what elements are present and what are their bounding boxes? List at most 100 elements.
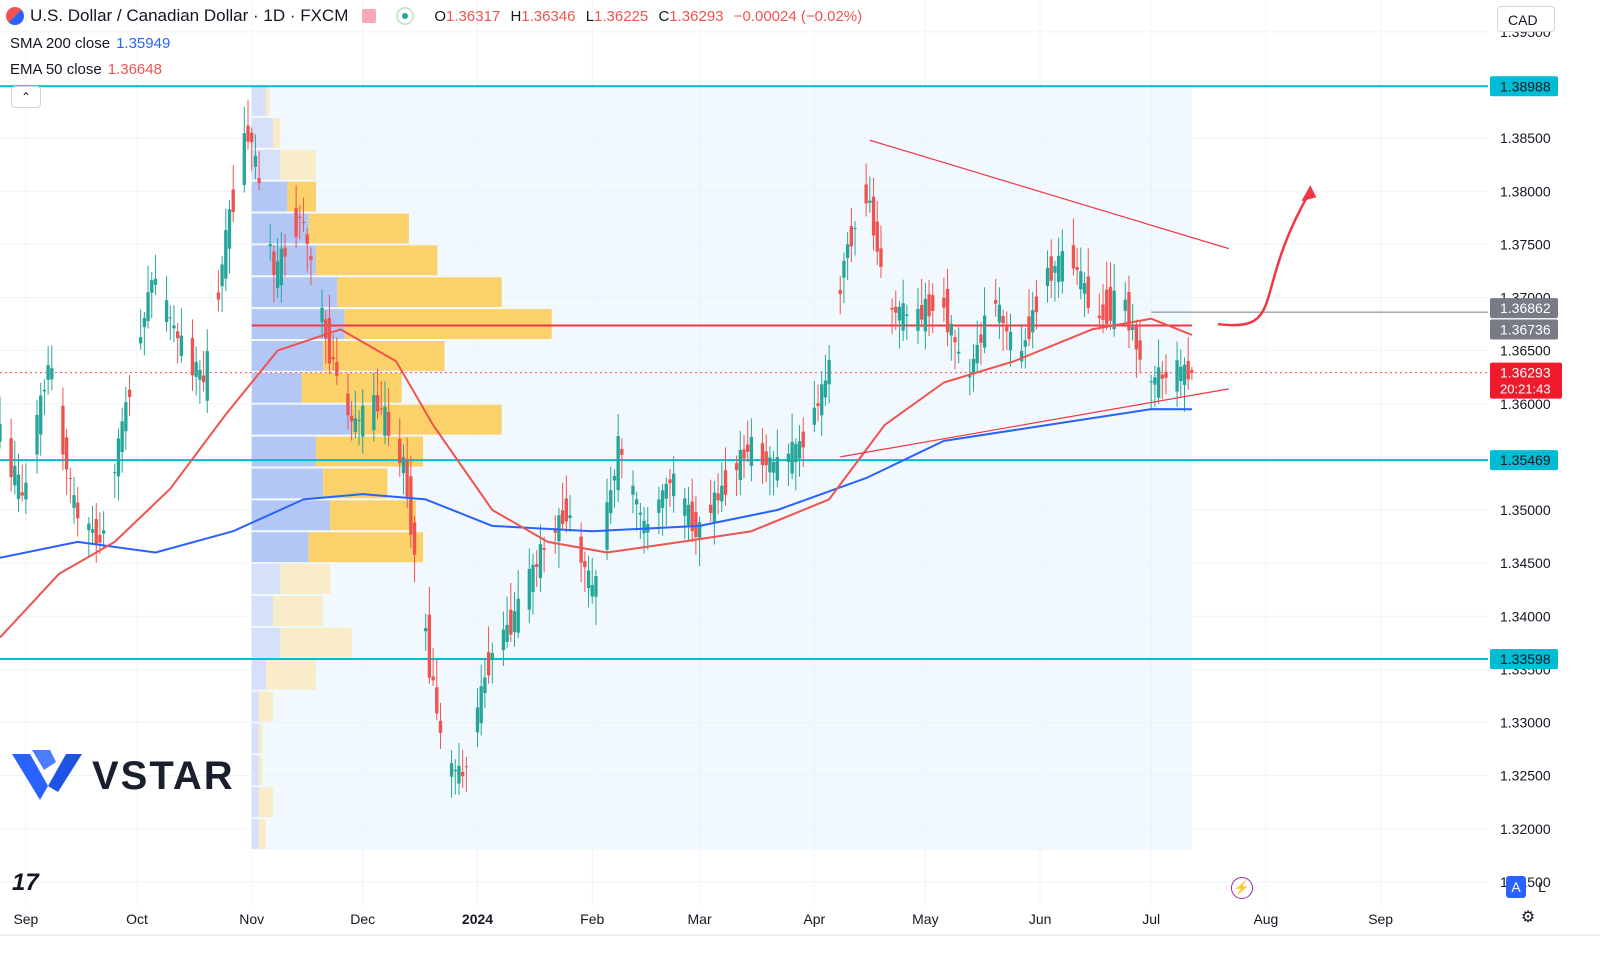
candle-body — [816, 403, 820, 407]
candle-body — [1164, 371, 1168, 378]
candle-96 — [501, 611, 506, 667]
price-tag-1 — [1490, 319, 1558, 340]
candle-97 — [505, 596, 509, 648]
market-status-icon[interactable] — [396, 7, 415, 25]
candle-body — [268, 244, 272, 247]
candle-88 — [457, 743, 461, 795]
candle-body — [794, 443, 798, 463]
lightning-icon[interactable]: ⚡ — [1231, 877, 1253, 899]
tradingview-logo-icon[interactable]: 17 — [12, 869, 39, 896]
log-scale-button[interactable]: L — [1538, 879, 1546, 895]
vp-bar-up-18 — [251, 659, 266, 690]
y-tick-label-6: 1.34500 — [1500, 555, 1551, 571]
candle-body — [461, 771, 465, 777]
ohlc-low-value: 1.36225 — [594, 7, 649, 25]
candle-body — [486, 652, 491, 676]
price-tag-label-0: 1.36862 — [1500, 300, 1551, 316]
candle-159 — [823, 354, 828, 406]
candle-body — [424, 628, 428, 632]
x-tick-label-8: May — [912, 911, 938, 927]
candle-59 — [305, 227, 309, 272]
volume-profile — [251, 86, 552, 849]
candle-body — [227, 209, 232, 249]
candle-body — [324, 319, 328, 339]
symbol-title[interactable]: U.S. Dollar / Canadian Dollar · 1D · FXC… — [30, 6, 349, 25]
price-axis: 1.315001.320001.325001.330001.335001.340… — [1488, 0, 1600, 958]
candle-132 — [686, 486, 691, 542]
candle-body — [709, 504, 713, 513]
candle-35 — [179, 308, 184, 363]
candle-157 — [816, 384, 820, 422]
candle-214 — [1108, 262, 1113, 331]
candle-33 — [172, 305, 176, 343]
candle-body — [1019, 351, 1024, 362]
symbol-icon[interactable] — [6, 7, 24, 25]
candle-body — [405, 460, 409, 497]
candle-body — [1027, 316, 1031, 340]
candle-171 — [890, 298, 894, 335]
flag-icon[interactable] — [362, 9, 377, 23]
candle-172 — [894, 290, 898, 331]
candle-56 — [294, 185, 298, 249]
vp-bar-down-2 — [280, 149, 316, 180]
candle-89 — [461, 750, 465, 789]
candle-119 — [616, 414, 620, 503]
candle-body — [124, 402, 128, 432]
vp-bar-down-19 — [258, 691, 274, 722]
auto-scale-button[interactable]: A — [1506, 876, 1526, 898]
candle-body — [690, 501, 694, 532]
candle-87 — [453, 759, 457, 795]
candle-body — [553, 528, 557, 533]
candle-150 — [775, 429, 779, 488]
candle-208 — [1079, 247, 1083, 300]
candle-70 — [361, 388, 365, 454]
candle-2 — [13, 440, 17, 495]
candle-body — [176, 331, 180, 339]
currency-button[interactable]: CAD — [1497, 6, 1555, 32]
gear-icon[interactable]: ⚙ — [1520, 909, 1536, 926]
candle-body — [760, 443, 765, 466]
candle-body — [20, 492, 24, 496]
candle-body — [246, 125, 250, 142]
candle-body — [1049, 256, 1053, 281]
candle-body — [1101, 304, 1105, 320]
vp-bar-up-21 — [251, 755, 259, 786]
sma-legend[interactable]: SMA 200 close 1.35949 — [10, 35, 170, 52]
candle-body — [113, 472, 117, 474]
vp-bar-up-23 — [251, 819, 259, 849]
candle-body — [412, 522, 417, 555]
candle-161 — [838, 276, 842, 315]
candle-body — [16, 474, 21, 499]
candle-19 — [98, 512, 102, 555]
candle-94 — [486, 626, 491, 684]
candle-body — [801, 431, 805, 448]
candle-body — [560, 510, 565, 525]
candle-182 — [945, 268, 950, 347]
candle-body — [697, 522, 702, 538]
candle-body — [764, 451, 768, 466]
candle-body — [897, 306, 902, 321]
candle-223 — [1156, 339, 1161, 404]
candle-128 — [664, 477, 668, 526]
candle-206 — [1071, 218, 1076, 276]
candle-60 — [309, 247, 313, 286]
x-tick-label-2: Nov — [239, 911, 264, 927]
candle-body — [1186, 360, 1190, 380]
candle-31 — [164, 275, 169, 332]
candle-136 — [709, 479, 713, 522]
candle-69 — [357, 410, 361, 446]
trendline-0 — [869, 139, 1230, 250]
ema-legend[interactable]: EMA 50 close 1.36648 — [10, 61, 162, 78]
candle-111 — [579, 522, 583, 583]
candle-body — [327, 317, 332, 364]
candle-body — [142, 317, 147, 328]
candle-body — [87, 523, 91, 531]
candle-230 — [1190, 366, 1194, 380]
candle-17 — [90, 505, 95, 544]
vp-bar-down-4 — [308, 213, 409, 244]
candle-body — [24, 482, 28, 500]
collapse-legend-button[interactable]: ⌃ — [11, 86, 41, 108]
candle-body — [786, 453, 791, 463]
